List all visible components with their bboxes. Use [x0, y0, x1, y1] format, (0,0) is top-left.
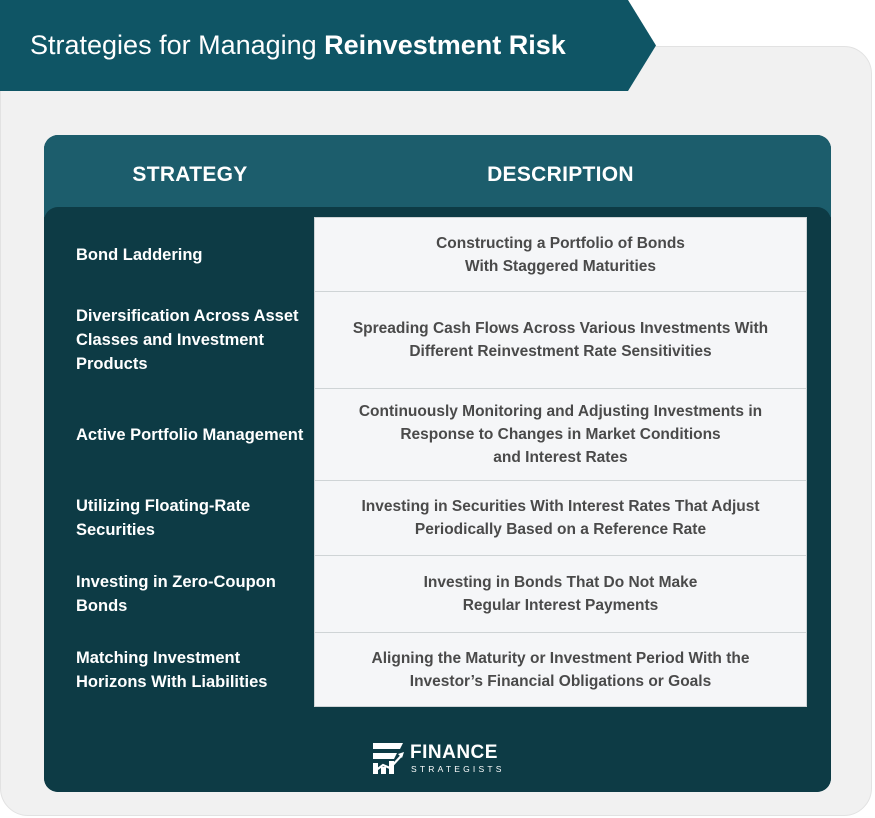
strategy-name: Diversification Across Asset Classes and… [76, 307, 299, 373]
strategy-description: Investing in Bonds That Do Not Make Regu… [314, 555, 807, 633]
finance-strategists-logo: FINANCE STRATEGISTS [371, 739, 511, 779]
table-row: Active Portfolio Management Continuously… [44, 388, 831, 481]
table-header-band [44, 135, 831, 217]
strategy-description: Spreading Cash Flows Across Various Inve… [314, 291, 807, 389]
strategy-name: Utilizing Floating-Rate Securities [76, 497, 251, 539]
title-banner: Strategies for Managing Reinvestment Ris… [0, 0, 656, 91]
title-bold: Reinvestment Risk [324, 30, 566, 60]
strategy-name: Bond Laddering [76, 245, 203, 264]
strategy-name: Matching Investment Horizons With Liabil… [76, 648, 268, 691]
header-description: DESCRIPTION [487, 163, 634, 186]
table-row: Matching Investment Horizons With Liabil… [44, 632, 831, 707]
table-row: Bond Laddering Constructing a Portfolio … [44, 217, 831, 292]
strategy-description: Continuously Monitoring and Adjusting In… [314, 388, 807, 481]
logo-brand-text: FINANCE [410, 742, 498, 763]
strategy-name: Active Portfolio Management [76, 425, 304, 444]
table-row: Diversification Across Asset Classes and… [44, 291, 831, 389]
title-prefix: Strategies for Managing [30, 30, 325, 60]
finance-strategists-logo-icon [373, 743, 404, 774]
logo-sub-text: STRATEGISTS [411, 764, 505, 774]
strategy-table: STRATEGY DESCRIPTION Bond Laddering Cons… [44, 135, 831, 792]
strategy-description: Aligning the Maturity or Investment Peri… [314, 632, 807, 707]
table-row: Utilizing Floating-Rate Securities Inves… [44, 480, 831, 556]
header-strategy: STRATEGY [132, 163, 248, 186]
strategy-name: Investing in Zero-Coupon Bonds [76, 573, 276, 615]
strategy-description: Constructing a Portfolio of Bonds With S… [314, 217, 807, 292]
table-row: Investing in Zero-Coupon Bonds Investing… [44, 555, 831, 633]
strategy-description: Investing in Securities With Interest Ra… [314, 480, 807, 556]
